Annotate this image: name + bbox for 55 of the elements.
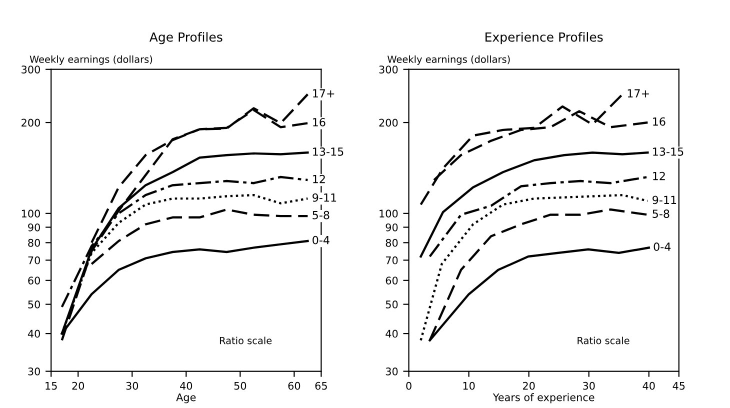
y-tick-label: 70 [386,256,398,264]
series-label: 13-15 [653,147,684,156]
y-tick-label: 50 [28,300,40,308]
y-tick-label: 300 [22,66,40,74]
chart-title: Experience Profiles [486,32,603,44]
chart-title: Age Profiles [149,32,222,44]
y-tick-label: 70 [28,256,40,264]
y-tick-label: 60 [386,276,398,284]
series-label: 12 [313,174,325,184]
y-tick-label: 200 [379,118,398,127]
series-label: 0-4 [654,242,671,251]
x-tick-label: 0 [406,382,412,390]
series-label: 16 [653,117,666,126]
x-tick-label: 45 [672,382,685,390]
y-axis-title: Weekly earnings (dollars) [30,55,152,65]
series-label: 12 [653,172,665,180]
y-tick-label: 100 [22,210,40,218]
y-tick-label: 60 [28,276,40,284]
x-tick-label: 50 [234,382,246,390]
annotation: Ratio scale [220,336,272,344]
y-tick-label: 80 [386,238,398,247]
y-tick-label: 40 [386,330,398,338]
x-tick-label: 30 [583,382,595,390]
y-tick-label: 300 [379,66,398,74]
x-tick-label: 60 [288,382,300,390]
annotation: Ratio scale [578,336,630,344]
x-axis-title: Years of experience [492,393,594,404]
series-label: 5-8 [652,210,670,218]
series-label: 16 [313,118,326,126]
x-tick-label: 40 [180,382,192,390]
x-tick-label: 10 [463,382,475,390]
y-tick-label: 30 [386,368,398,376]
y-tick-label: 90 [386,223,398,232]
y-tick-label: 50 [386,300,398,308]
series-label: 0-4 [312,236,330,244]
x-tick-label: 40 [642,382,655,390]
y-tick-label: 90 [28,223,40,232]
x-tick-label: 30 [126,382,138,390]
x-tick-label: 65 [315,382,327,390]
y-tick-label: 80 [28,238,40,247]
y-tick-label: 200 [22,118,40,127]
x-axis-title: Age [176,393,196,404]
x-tick-label: 15 [46,382,57,390]
y-tick-label: 30 [28,368,40,376]
y-tick-label: 40 [28,330,40,338]
series-label: 5-8 [312,210,330,220]
y-axis-title: Weekly earnings (dollars) [388,55,510,65]
series-label: 13-15 [313,147,344,156]
x-tick-label: 20 [72,382,84,390]
x-tick-label: 20 [522,382,535,390]
series-label: 17+ [313,89,334,98]
series-label: 9-11 [312,193,336,202]
series-label: 9-11 [652,196,676,204]
y-tick-label: 100 [380,210,398,218]
series-label: 17+ [628,89,649,98]
